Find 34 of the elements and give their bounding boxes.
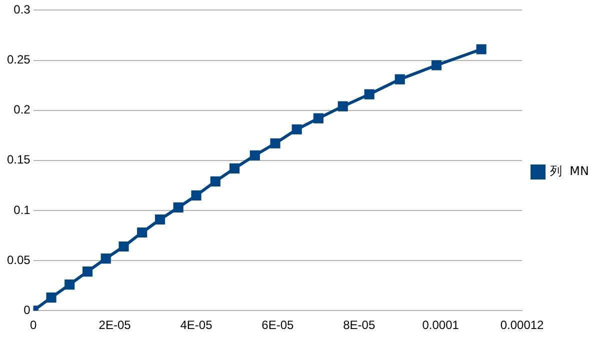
point [100, 253, 111, 264]
point [229, 163, 240, 174]
point [364, 89, 374, 100]
y-tick-label: 0.3 [14, 2, 31, 17]
y-tick-label: 0 [24, 302, 31, 317]
y-tick-label: 0.2 [14, 102, 31, 117]
point [64, 280, 75, 290]
point [154, 214, 166, 225]
point [431, 60, 442, 70]
y-tick-label: 0.25 [6, 52, 31, 67]
x-tick-label: 0.0001 [422, 318, 460, 332]
point [191, 190, 202, 200]
point [313, 113, 324, 124]
point [46, 292, 56, 303]
point [476, 44, 486, 54]
point [82, 266, 93, 277]
y-tick-label: 0.15 [6, 152, 31, 167]
point [210, 176, 220, 186]
point [292, 124, 302, 134]
x-tick-label: 2E-05 [98, 318, 132, 332]
x-tick-label: 6E-05 [262, 318, 294, 332]
point [137, 227, 148, 238]
x-tick-label: 0.00012 [500, 318, 544, 332]
point [270, 138, 280, 148]
point [118, 241, 129, 252]
y-tick-label: 0.05 [6, 252, 31, 267]
point [338, 101, 348, 112]
point [394, 74, 405, 84]
x-tick-label: 8E-05 [343, 318, 376, 332]
x-tick-label: 4E-05 [180, 318, 213, 332]
point [173, 202, 184, 212]
legend-label: 列 MN [550, 164, 590, 178]
point [250, 150, 260, 160]
y-tick-label: 0.1 [14, 202, 31, 217]
